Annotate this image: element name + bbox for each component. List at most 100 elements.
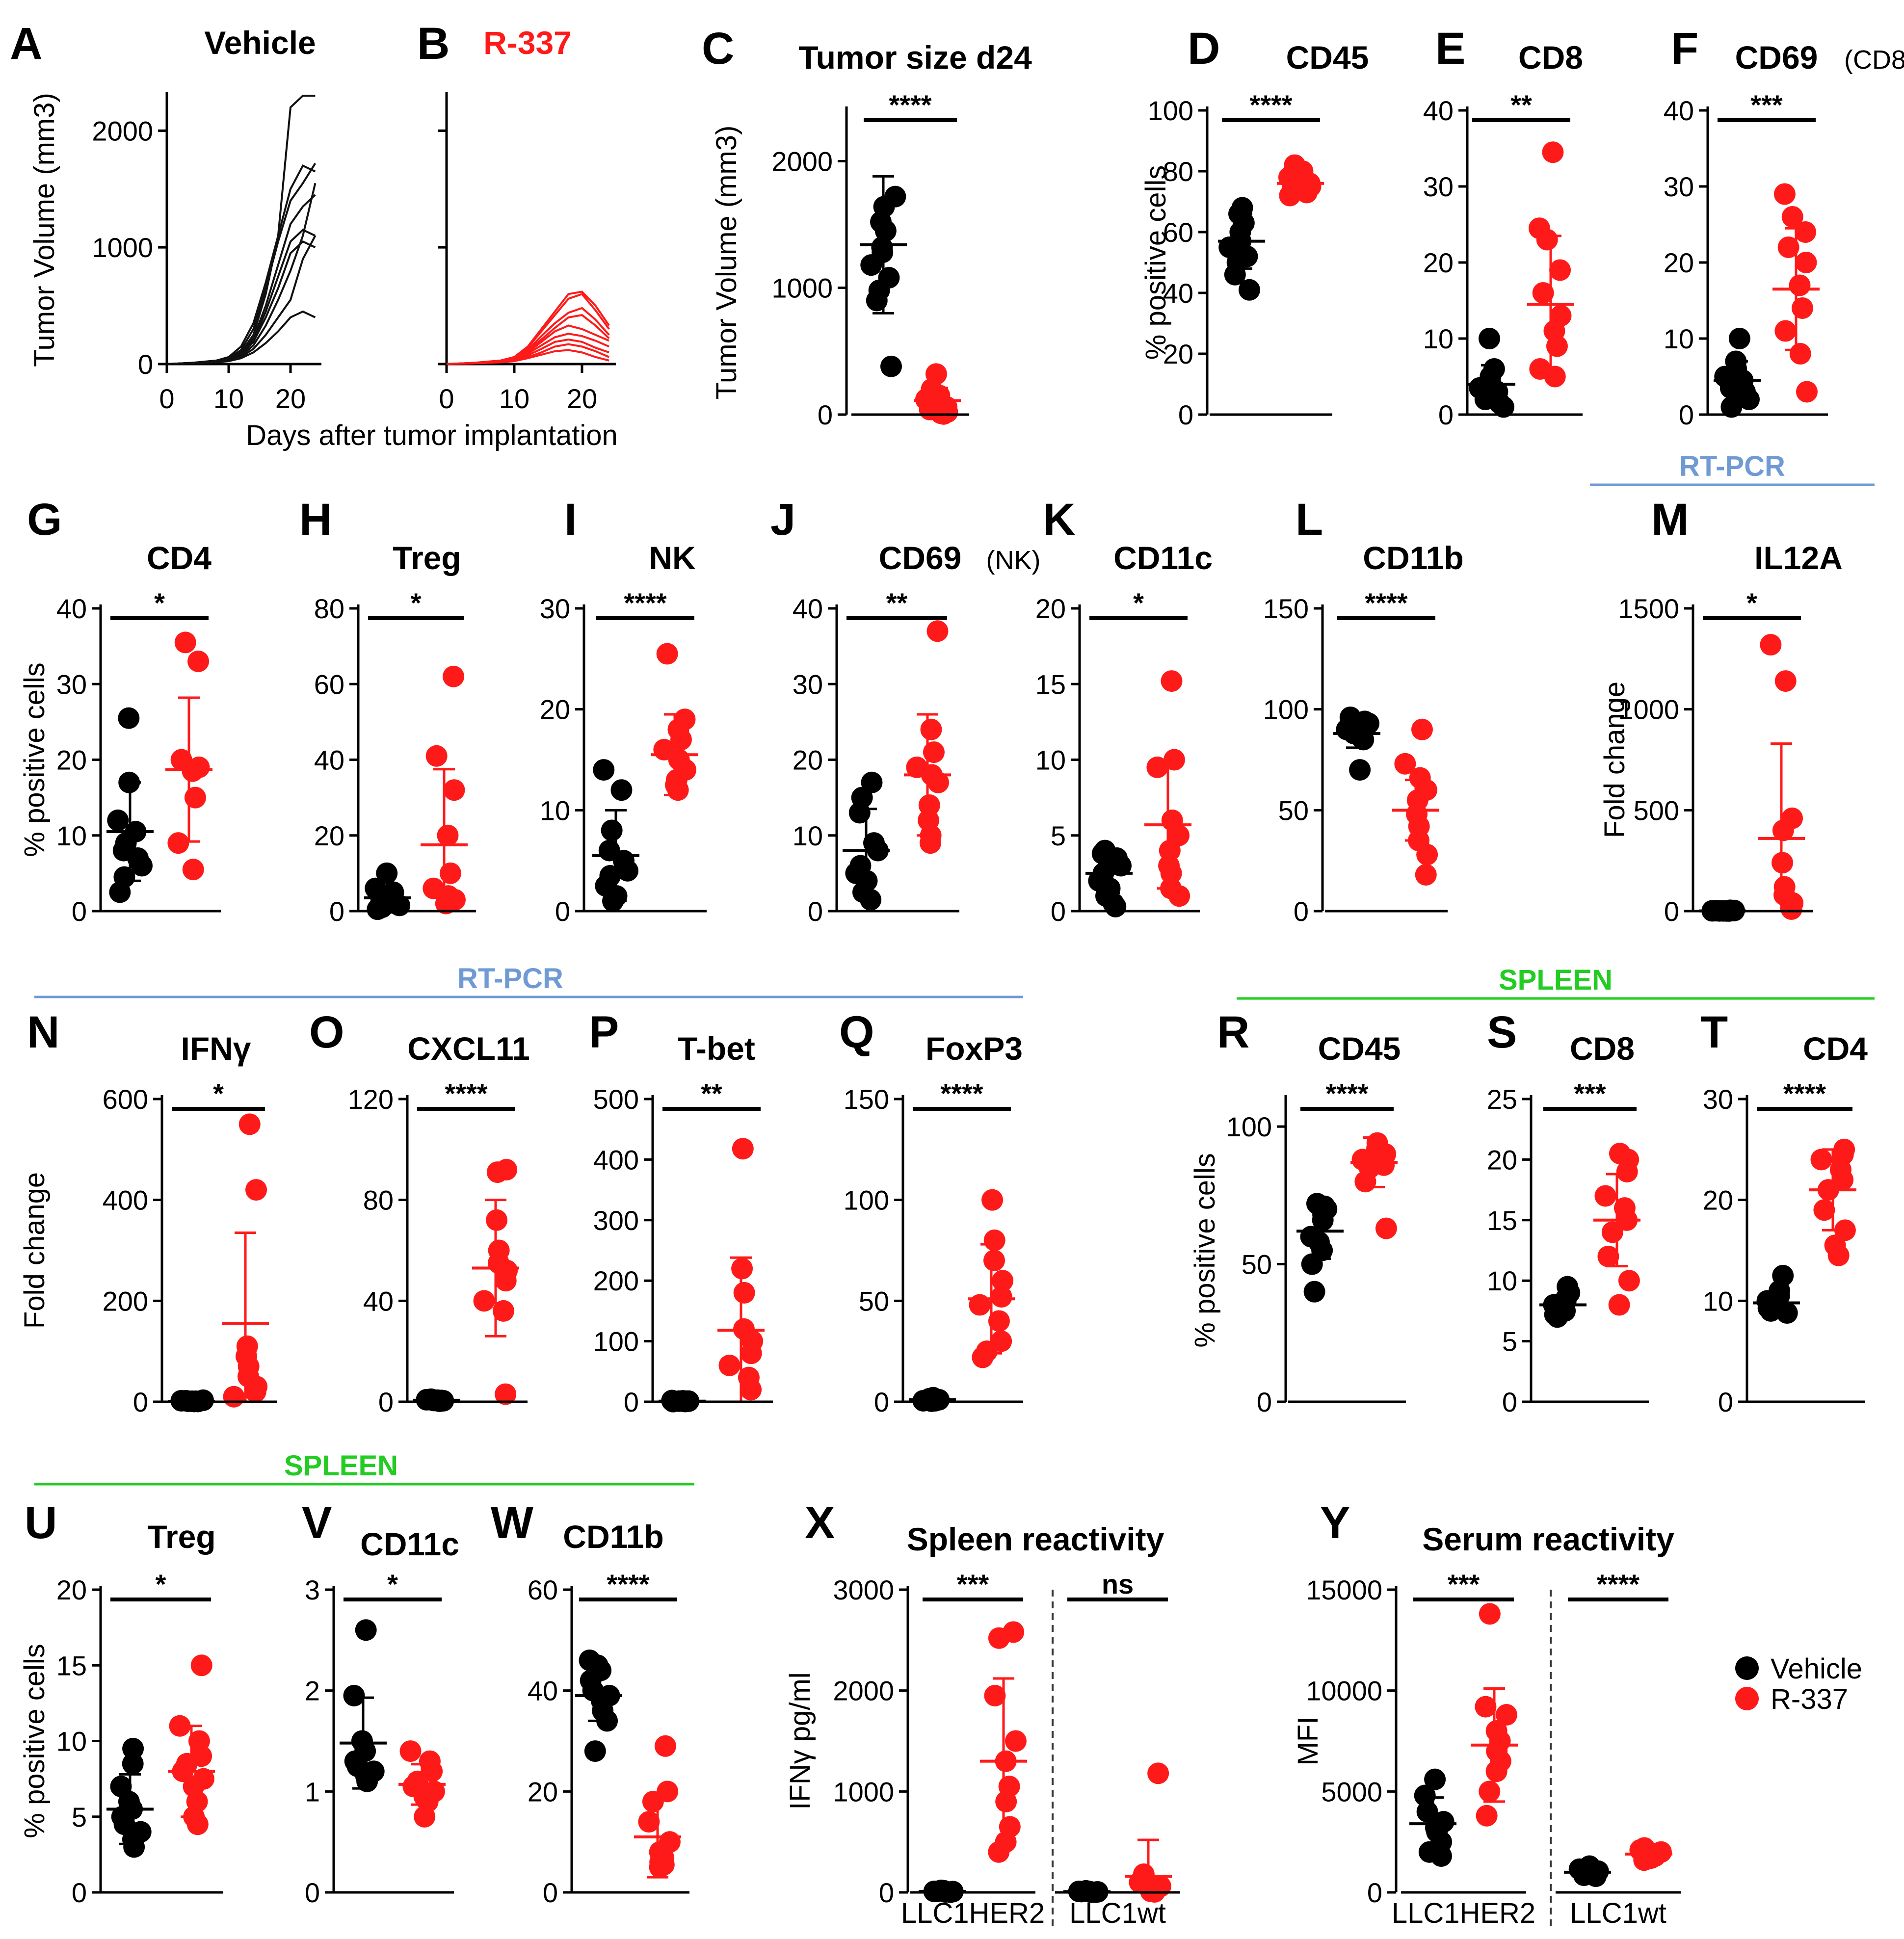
data-point-vehicle — [1414, 1784, 1436, 1807]
panel-k: K CD11c 0 5 10 15 20 * — [1035, 495, 1213, 927]
panel-label: D — [1188, 24, 1220, 74]
significance-label: **** — [1783, 1078, 1826, 1109]
panel-title: CD69 — [879, 540, 962, 576]
y-tick-label: 10 — [540, 795, 570, 826]
y-tick-label: 20 — [314, 820, 344, 851]
section-header-spleen-mid: SPLEEN — [1237, 964, 1875, 1000]
y-tick-label: 300 — [593, 1205, 639, 1236]
data-point-r337 — [1146, 756, 1168, 778]
y-tick-label: 1 — [305, 1776, 320, 1807]
data-point-r337 — [435, 892, 457, 915]
y-tick-label: 1000 — [1618, 694, 1679, 725]
significance-label: * — [387, 1569, 398, 1599]
data-point-r337 — [182, 859, 204, 881]
y-tick-label: 20 — [1487, 1144, 1517, 1175]
panel-label: B — [417, 19, 450, 69]
data-point-r337 — [238, 1113, 261, 1135]
panel-f: F CD69 (CD8) 0 10 20 30 40 *** — [1664, 24, 1904, 430]
y-tick-label: 20 — [540, 694, 570, 725]
data-point-r337 — [972, 1346, 994, 1368]
data-point-r337 — [1161, 670, 1183, 692]
y-tick-label: 100 — [1148, 95, 1193, 126]
data-point-r337 — [1601, 1221, 1623, 1243]
panel-title: Tumor size d24 — [798, 39, 1032, 76]
data-point-r337 — [245, 1179, 267, 1201]
data-point-r337 — [167, 832, 189, 854]
data-point-r337 — [443, 779, 465, 801]
panel-title: CD11c — [1113, 540, 1213, 576]
y-tick-label: 15000 — [1306, 1574, 1382, 1605]
panel-s: S CD8 0 5 10 15 20 25 *** — [1487, 1007, 1649, 1417]
panel-label: E — [1435, 24, 1465, 74]
data-point-r337 — [969, 1294, 991, 1316]
data-point-r337 — [1777, 236, 1799, 258]
data-point-r337 — [1594, 1185, 1616, 1207]
significance-label: ns — [1102, 1569, 1134, 1599]
data-point-r337 — [1394, 753, 1416, 775]
data-point-r337 — [1160, 862, 1182, 884]
y-axis-title: Fold change — [19, 1172, 51, 1329]
panel-label: Y — [1320, 1498, 1350, 1548]
data-point-r337 — [414, 1806, 436, 1828]
y-tick-label: 0 — [1051, 896, 1066, 927]
panel-label: T — [1700, 1007, 1728, 1057]
y-tick-label: 0 — [1664, 896, 1679, 927]
data-point-r337 — [1549, 259, 1571, 281]
y-axis-title: MFI — [1292, 1717, 1324, 1766]
data-point-r337 — [1827, 1244, 1850, 1266]
data-point-r337 — [1411, 718, 1433, 740]
data-point-r337 — [990, 1286, 1012, 1308]
significance-label: **** — [624, 587, 666, 618]
series-line — [166, 310, 316, 365]
panel-l: L CD11b 0 50 100 150 **** — [1263, 495, 1464, 927]
data-point-vehicle — [1312, 1209, 1334, 1231]
data-point-r337 — [174, 631, 196, 654]
panel-o: O CXCL11 0 40 80 120 **** — [309, 1007, 530, 1417]
section-header-label: RT-PCR — [1679, 450, 1785, 482]
y-tick-label: 30 — [1664, 171, 1694, 202]
y-tick-label: 400 — [593, 1144, 639, 1175]
y-tick-label: 3000 — [833, 1574, 894, 1605]
data-point-r337 — [1781, 206, 1803, 228]
panel-label: A — [10, 19, 42, 69]
panel-title: Serum reactivity — [1422, 1521, 1674, 1557]
data-point-r337 — [443, 665, 465, 687]
data-point-vehicle — [131, 855, 153, 877]
data-point-r337 — [1544, 366, 1566, 388]
panel-label: X — [805, 1498, 835, 1548]
y-tick-label: 10 — [793, 820, 823, 851]
data-point-r337 — [1479, 1603, 1501, 1625]
data-point-r337 — [437, 824, 459, 846]
panel-title: CD11b — [1363, 540, 1463, 576]
y-tick-label: 100 — [1263, 694, 1309, 725]
data-point-r337 — [190, 1654, 212, 1677]
data-point-vehicle — [1493, 396, 1515, 418]
y-tick-label: 20 — [56, 745, 87, 776]
y-tick-label: 80 — [314, 593, 344, 624]
data-point-r337 — [983, 1229, 1005, 1251]
panel-label: S — [1487, 1007, 1517, 1057]
data-point-r337 — [492, 1300, 514, 1322]
y-tick-label: 20 — [1035, 593, 1066, 624]
data-point-r337 — [1005, 1730, 1027, 1752]
section-header-label: SPLEEN — [1499, 964, 1613, 996]
panel-m: M IL12A 0 500 1000 1500 Fold change * — [1599, 495, 1843, 927]
data-point-vehicle — [1303, 1281, 1325, 1303]
data-point-r337 — [495, 1270, 517, 1292]
panel-b: BR-33701000200001020 — [417, 19, 616, 414]
panel-title: CD8 — [1570, 1030, 1635, 1067]
data-point-vehicle — [610, 779, 633, 801]
significance-label: *** — [1574, 1078, 1606, 1109]
series-line — [166, 183, 317, 365]
y-tick-label: 150 — [844, 1084, 889, 1115]
y-tick-label: 120 — [348, 1084, 394, 1115]
y-tick-label: 200 — [593, 1265, 639, 1296]
panel-label: C — [702, 24, 734, 74]
y-tick-label: 20 — [793, 745, 823, 776]
y-tick-label: 0 — [72, 1877, 87, 1908]
y-tick-label: 40 — [1423, 95, 1454, 126]
y-tick-label: 40 — [314, 745, 344, 776]
panel-label: K — [1043, 495, 1075, 545]
panel-label: H — [299, 495, 332, 545]
